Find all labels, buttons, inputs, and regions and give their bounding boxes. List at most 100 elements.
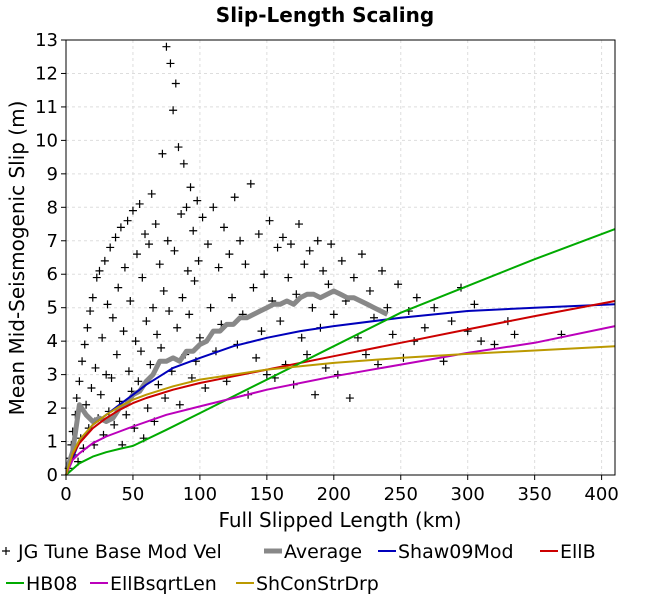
scatter-point [83,323,92,332]
scatter-point [308,303,317,312]
scatter-point [119,327,128,336]
scatter-point [124,367,133,376]
scatter-point [177,210,186,218]
x-tick-label: 300 [451,484,485,505]
chart-title: Slip-Length Scaling [216,3,434,27]
scatter-point [158,149,167,158]
scatter-point [165,307,174,316]
legend: JG Tune Base Mod Vel Average Shaw09Mod EllB… [2,541,596,595]
scatter-point [262,370,271,379]
series-line-hb08 [65,228,616,476]
series-line-shconstrdrp [65,345,616,476]
x-tick-label: 200 [317,484,351,505]
scatter-point [159,286,168,295]
scatter-point [189,226,198,235]
scatter-point [190,276,199,285]
legend-label-hb08: HB08 [26,573,78,595]
scatter-point [236,236,245,245]
scatter-point [490,340,499,349]
y-tick-label: 12 [35,63,58,84]
scatter-point [175,400,184,409]
scatter-point [303,350,312,359]
scatter-point [305,246,314,255]
scatter-point [186,183,195,192]
scatter-point [80,340,89,349]
scatter-point [278,233,287,242]
scatter-point [182,203,191,212]
scatter-point [110,420,119,429]
scatter-point [95,266,104,275]
scatter-point [142,317,151,326]
scatter-point [106,243,115,252]
scatter-point [257,327,266,336]
scatter-point [128,206,137,215]
scatter-point [345,394,354,403]
scatter-point [135,199,144,208]
y-tick-label: 4 [47,331,58,352]
scatter-point [114,283,123,292]
scatter-point [327,240,336,249]
scatter-point [149,303,158,312]
scatter-point [143,404,152,413]
x-tick-label: 50 [121,484,144,505]
scatter-point [286,240,295,249]
scatter-point [349,273,358,282]
scatter-point [195,333,204,342]
scatter-point [173,323,182,332]
x-tick-label: 250 [384,484,418,505]
scatter-point [126,297,135,305]
scatter-point [388,330,397,339]
scatter-point [72,394,81,403]
legend-label-ellb: EllB [560,541,596,563]
series-line-ellb [65,300,616,476]
scatter-point [246,179,255,188]
scatter-point [294,220,303,229]
scatter-point [178,293,187,302]
series-lines [64,228,616,476]
x-tick-label: 350 [517,484,551,505]
scatter-point [92,273,101,282]
scatter-point [169,106,178,115]
scatter-point [230,193,239,202]
scatter-point [134,377,143,386]
scatter-point [120,263,129,272]
scatter-point [241,260,250,269]
scatter-point [273,243,282,252]
scatter-point [103,300,112,309]
scatter-point [155,260,164,269]
scatter-point [157,343,166,352]
scatter-point [170,246,179,255]
scatter-point [112,350,121,359]
scatter-point [225,250,234,259]
scatter-point [201,384,210,392]
scatter-point [319,266,328,275]
x-tick-label: 100 [183,484,217,505]
x-axis-title: Full Slipped Length (km) [218,508,461,532]
scatter-point [162,42,171,51]
scatter-point [82,400,91,409]
y-tick-label: 5 [47,298,58,319]
scatter-point [154,380,163,389]
scatter-point [185,310,194,319]
scatter-point [136,347,145,356]
y-axis-title: Mean Mid-Seismogenic Slip (m) [5,101,29,416]
y-tick-label: 8 [47,197,58,218]
scatter-point [420,323,429,332]
scatter-point [329,310,338,319]
scatter-point [249,283,258,292]
legend-label-scatter: JG Tune Base Mod Vel [17,541,222,563]
series-line-shaw09mod [65,303,616,476]
y-tick-label: 13 [35,30,58,51]
scatter-point [163,236,172,245]
scatter-point [153,330,162,339]
scatter-point [383,303,392,312]
scatter-point [412,293,421,302]
scatter-point [87,384,96,392]
scatter-point [145,240,154,249]
scatter-point [174,143,183,152]
scatter-point [123,216,132,225]
scatter-point [214,263,223,272]
scatter-point [161,394,170,403]
scatter-point [86,307,95,316]
